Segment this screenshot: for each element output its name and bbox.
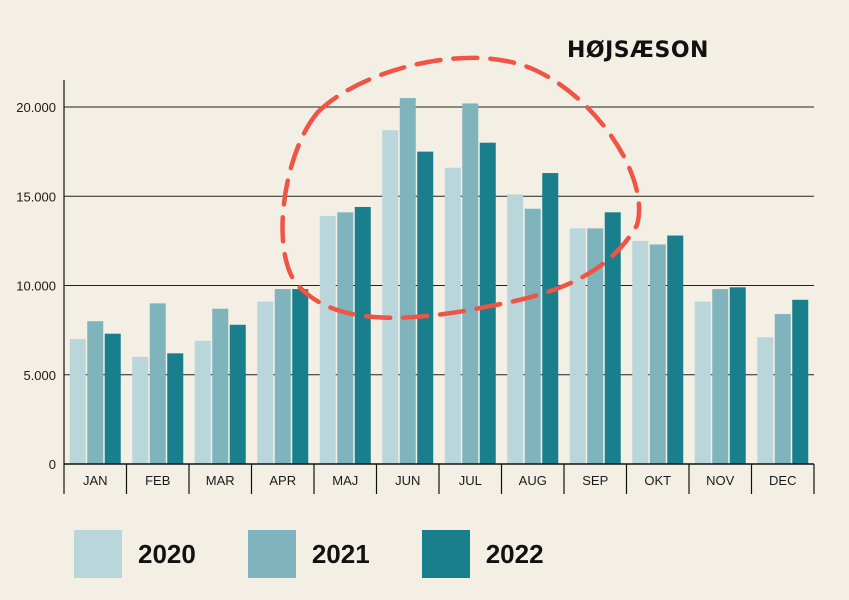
bar-aug-2022 [542, 173, 559, 465]
legend: 2020 2021 2022 [74, 528, 774, 580]
legend-swatch-2022 [421, 530, 470, 578]
bar-aug-2021 [524, 208, 541, 464]
y-axis-ticks: 0 5.000 10.000 15.000 20.000 [16, 100, 56, 472]
bar-nov-2020 [694, 301, 711, 464]
bar-apr-2020 [257, 301, 274, 464]
bar-jul-2020 [444, 167, 461, 464]
bar-sep-2022 [604, 212, 621, 464]
bar-maj-2021 [337, 212, 354, 464]
x-tick-label-jun: JUN [395, 473, 420, 488]
legend-item-2020: 2020 [74, 530, 196, 578]
y-tick-label-3: 15.000 [16, 189, 56, 204]
bar-apr-2022 [292, 289, 309, 464]
bar-dec-2022 [792, 299, 809, 464]
y-tick-label-1: 5.000 [23, 368, 56, 383]
bar-mar-2021 [212, 308, 229, 464]
bar-jan-2021 [87, 321, 104, 464]
bar-okt-2021 [649, 244, 666, 464]
bar-maj-2022 [354, 206, 371, 464]
bar-aug-2020 [507, 194, 524, 464]
x-tick-label-dec: DEC [769, 473, 796, 488]
x-axis: JAN FEB MAR APR MAJ JUN JUL AUG SEP OKT NOV DEC [63, 80, 815, 494]
bar-chart: 0 5.000 10.000 15.000 20.000 JAN FEB MAR APR MAJ… [16, 38, 815, 494]
gridlines [64, 106, 814, 376]
bar-mar-2020 [194, 340, 211, 464]
high-season-dashed-circle [280, 55, 642, 320]
high-season-annotation: HØJSÆSON [280, 38, 709, 320]
x-tick-label-jan: JAN [83, 473, 108, 488]
x-tick-label-feb: FEB [145, 473, 170, 488]
bar-mar-2022 [229, 324, 246, 464]
legend-label-2022: 2022 [485, 538, 544, 569]
bar-maj-2020 [319, 215, 336, 464]
annotation-label: HØJSÆSON [567, 38, 709, 63]
bar-dec-2020 [757, 337, 774, 464]
bar-feb-2022 [167, 353, 184, 464]
x-tick-label-okt: OKT [644, 473, 671, 488]
x-tick-label-jul: JUL [459, 473, 482, 488]
bar-okt-2020 [632, 240, 649, 464]
bar-dec-2021 [774, 314, 791, 464]
legend-item-2022: 2022 [421, 530, 544, 578]
x-tick-label-sep: SEP [582, 473, 608, 488]
bar-jul-2021 [462, 103, 479, 465]
y-tick-label-0: 0 [49, 457, 56, 472]
bar-sep-2020 [569, 228, 586, 464]
bar-nov-2022 [729, 287, 746, 464]
bar-feb-2021 [149, 303, 166, 464]
bar-sep-2021 [587, 228, 604, 464]
legend-swatch-2021 [247, 530, 296, 578]
x-tick-label-nov: NOV [706, 473, 735, 488]
bar-nov-2021 [712, 289, 729, 464]
bar-jul-2022 [479, 142, 496, 464]
y-tick-label-4: 20.000 [16, 100, 56, 115]
bar-jun-2020 [382, 130, 399, 464]
bar-feb-2020 [132, 356, 149, 464]
x-tick-label-mar: MAR [206, 473, 235, 488]
bar-okt-2022 [667, 235, 684, 464]
legend-label-2021: 2021 [311, 538, 370, 569]
x-tick-label-maj: MAJ [332, 473, 358, 488]
y-tick-label-2: 10.000 [16, 279, 56, 294]
bar-jun-2022 [417, 151, 434, 464]
bar-apr-2021 [274, 289, 291, 464]
legend-item-2021: 2021 [247, 530, 370, 578]
bars [69, 98, 809, 465]
x-tick-label-apr: APR [269, 473, 296, 488]
bar-jun-2021 [399, 98, 416, 464]
bar-jan-2020 [69, 339, 86, 464]
bar-jan-2022 [104, 333, 121, 464]
x-tick-label-aug: AUG [519, 473, 547, 488]
legend-swatch-2020 [74, 530, 122, 578]
legend-label-2020: 2020 [138, 538, 196, 569]
